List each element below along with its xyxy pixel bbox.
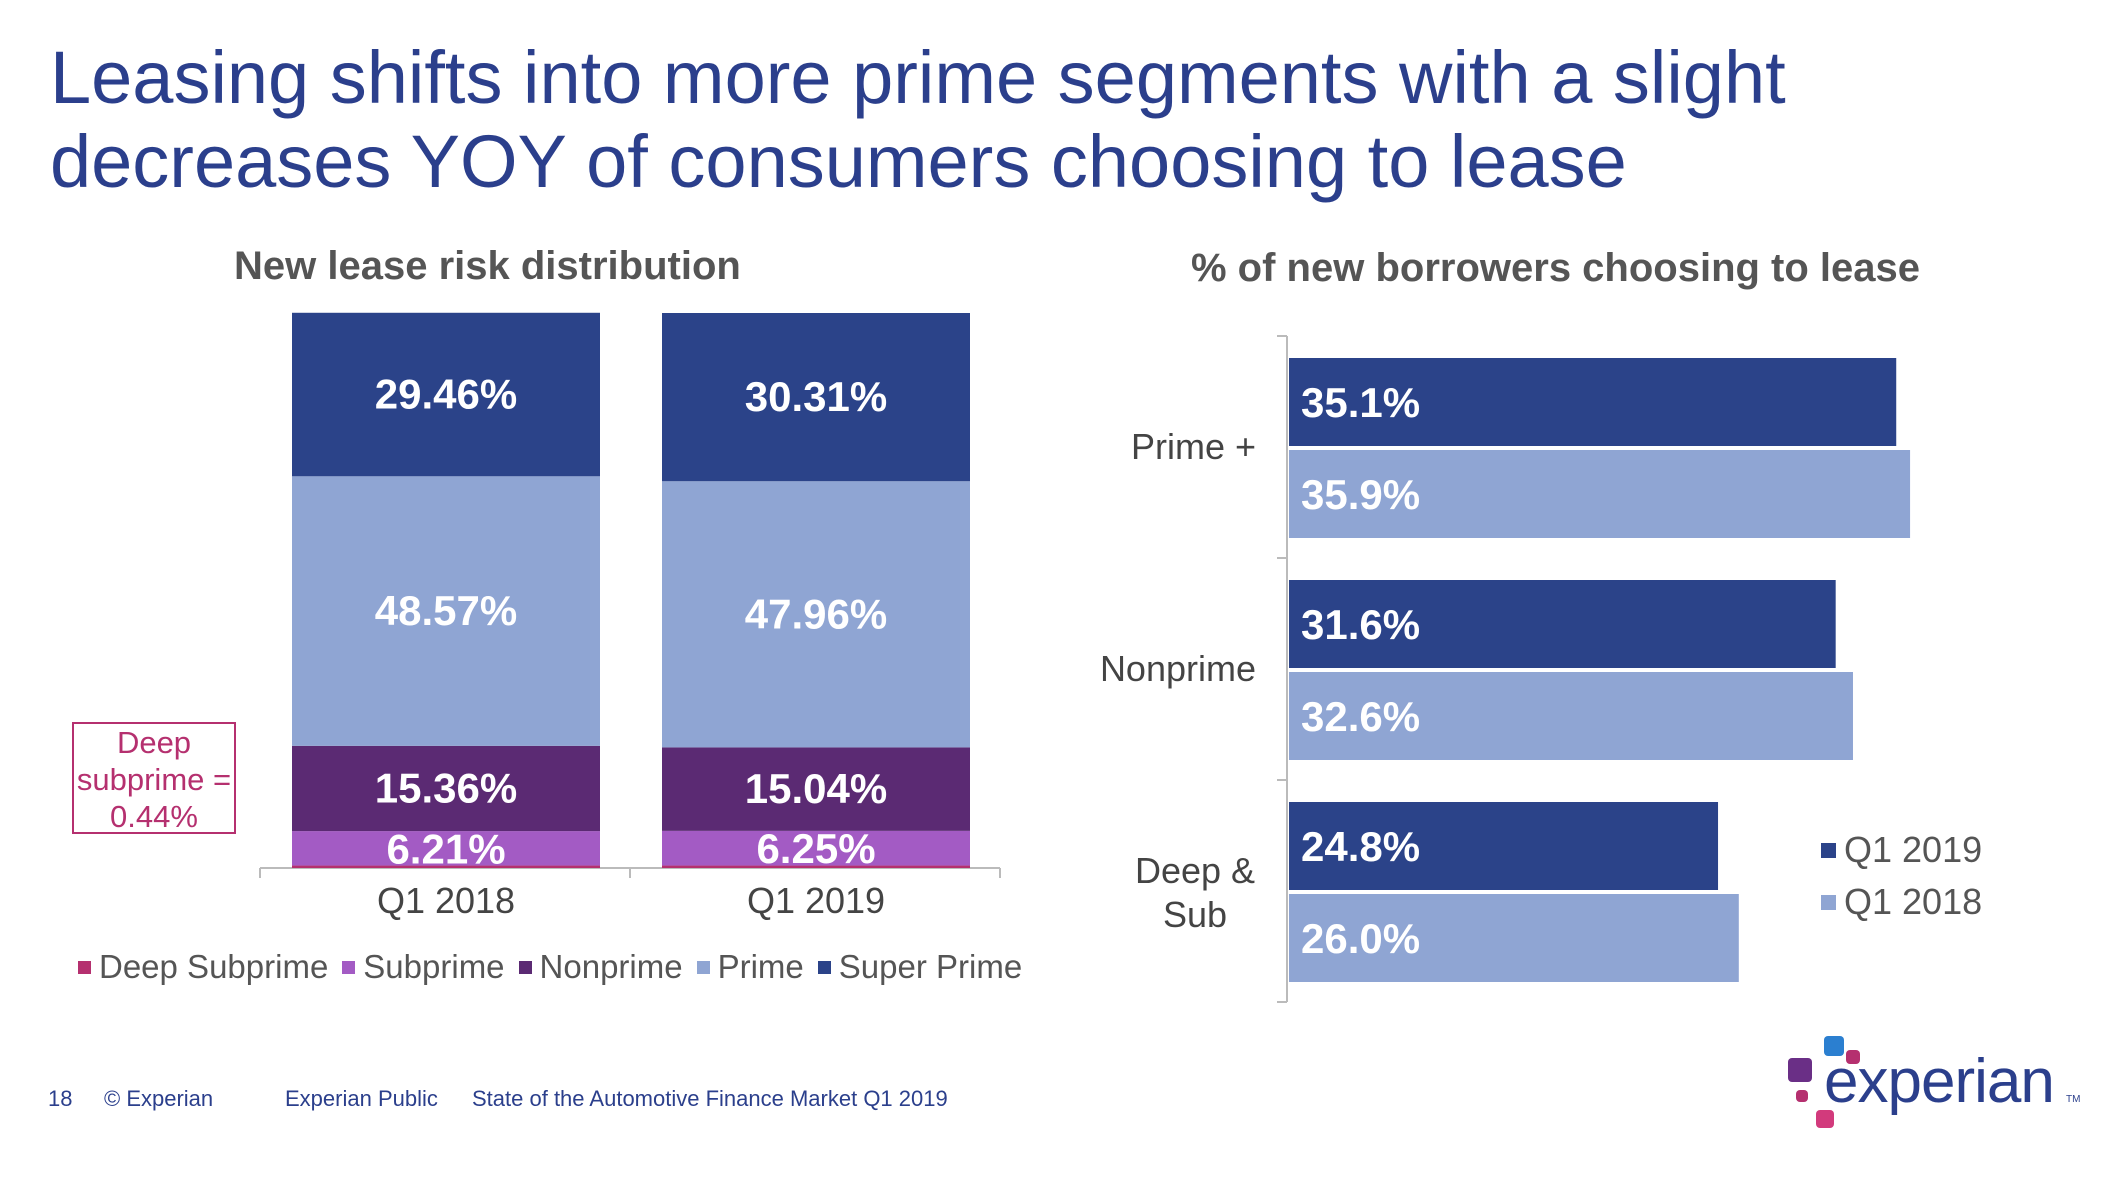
bar-nonprime-q1-2018 <box>292 745 600 832</box>
hbar-q1-2019-nonprime <box>1289 580 1836 668</box>
bar-super-prime-q1-2019 <box>662 313 970 482</box>
legend-item-prime: Prime <box>696 948 804 986</box>
legend-item-q1-2019: Q1 2019 <box>1821 824 1982 876</box>
hbar-q1-2019-prime <box>1289 358 1897 446</box>
data-label-nonprime-q1-2018: 15.36% <box>375 764 517 811</box>
legend-label-deep-subprime: Deep Subprime <box>99 948 329 985</box>
bar-deep-subprime-q1-2018 <box>292 865 600 868</box>
data-label-subprime-q1-2019: 6.25% <box>756 825 875 872</box>
legend-label-super-prime: Super Prime <box>838 948 1023 985</box>
right-legend: Q1 2019 Q1 2018 <box>1821 824 1982 928</box>
legend-item-q1-2018: Q1 2018 <box>1821 876 1982 928</box>
page-title-line1: Leasing shifts into more prime segments … <box>50 36 1786 119</box>
legend-swatch-deep-subprime <box>78 960 91 974</box>
hbar-q1-2018-nonprime <box>1289 672 1853 760</box>
bar-nonprime-q1-2019 <box>662 747 970 831</box>
legend-item-super-prime: Super Prime <box>817 948 1023 986</box>
data-label-prime-q1-2019: 47.96% <box>745 590 887 637</box>
logo-wordmark: experian <box>1824 1047 2055 1116</box>
data-label-q1-2019-nonprime: 31.6% <box>1301 601 1420 648</box>
legend-item-deep-subprime: Deep Subprime <box>78 948 328 986</box>
data-label-nonprime-q1-2019: 15.04% <box>745 765 887 812</box>
footer-classification: Experian Public <box>285 1086 438 1111</box>
left-chart-title: New lease risk distribution <box>234 244 741 288</box>
data-label-super-prime-q1-2019: 30.31% <box>745 373 887 420</box>
page-title: Leasing shifts into more prime segments … <box>50 36 2050 204</box>
legend-swatch-q1-2018 <box>1821 894 1836 910</box>
data-label-q1-2018-nonprime: 32.6% <box>1301 693 1420 740</box>
legend-label-prime: Prime <box>717 948 804 985</box>
callout-line3: 0.44% <box>110 799 198 834</box>
data-label-q1-2018-prime: 35.9% <box>1301 471 1420 518</box>
logo-dot-pink-small <box>1846 1050 1860 1064</box>
x-tick-label-q1-2019: Q1 2019 <box>747 880 885 921</box>
legend-item-subprime: Subprime <box>342 948 505 986</box>
right-chart-title: % of new borrowers choosing to lease <box>1191 246 1921 290</box>
hbar-q1-2018-prime <box>1289 450 1911 538</box>
legend-swatch-subprime <box>342 960 356 974</box>
callout-line2: subprime = <box>76 762 232 797</box>
bar-prime-q1-2018 <box>292 476 600 746</box>
legend-label-q1-2019: Q1 2019 <box>1844 829 1983 870</box>
legend-swatch-prime <box>696 960 710 974</box>
data-label-subprime-q1-2018: 6.21% <box>386 825 505 872</box>
data-label-q1-2019-deep: 24.8% <box>1301 823 1420 870</box>
legend-swatch-nonprime <box>518 960 532 974</box>
left-legend: Deep Subprime Subprime Nonprime Prime Su… <box>78 948 1036 986</box>
data-label-super-prime-q1-2018: 29.46% <box>375 371 517 418</box>
logo-trademark: TM <box>2066 1094 2081 1105</box>
logo-dot-purple-large <box>1788 1058 1812 1082</box>
bar-subprime-q1-2018 <box>292 831 600 866</box>
page-title-line2: decreases YOY of consumers choosing to l… <box>50 120 1627 203</box>
bar-deep-subprime-q1-2019 <box>662 865 970 868</box>
legend-swatch-q1-2019 <box>1821 842 1836 858</box>
legend-label-nonprime: Nonprime <box>539 948 683 985</box>
data-label-prime-q1-2018: 48.57% <box>375 587 517 634</box>
bar-subprime-q1-2019 <box>662 830 970 866</box>
y-tick-label-deep-line2: Sub <box>1163 894 1227 935</box>
legend-label-q1-2018: Q1 2018 <box>1844 881 1983 922</box>
legend-swatch-super-prime <box>817 960 831 974</box>
legend-label-subprime: Subprime <box>363 948 505 985</box>
logo-dot-magenta-small <box>1796 1090 1808 1102</box>
bar-prime-q1-2019 <box>662 481 970 748</box>
y-tick-label-deep-line1: Deep & <box>1135 850 1255 891</box>
data-label-q1-2019-prime: 35.1% <box>1301 379 1420 426</box>
logo-dot-blue <box>1824 1036 1844 1056</box>
experian-logo: experian TM <box>1788 1036 2081 1136</box>
legend-item-nonprime: Nonprime <box>518 948 683 986</box>
y-tick-label-prime: Prime + <box>1131 426 1256 467</box>
logo-dot-pink-bottom <box>1816 1110 1834 1128</box>
footer-copyright: © Experian <box>104 1086 214 1111</box>
deep-subprime-callout: Deep subprime = 0.44% <box>72 722 236 834</box>
callout-line1: Deep <box>116 725 192 760</box>
footer-doc-title: State of the Automotive Finance Market Q… <box>472 1086 948 1111</box>
hbar-q1-2019-deep <box>1289 802 1719 890</box>
x-tick-label-q1-2018: Q1 2018 <box>377 880 515 921</box>
data-label-q1-2018-deep: 26.0% <box>1301 915 1420 962</box>
footer-page-number: 18 <box>48 1086 73 1111</box>
hbar-q1-2018-deep <box>1289 894 1739 982</box>
y-tick-label-nonprime: Nonprime <box>1100 648 1256 689</box>
bar-super-prime-q1-2018 <box>292 312 600 477</box>
